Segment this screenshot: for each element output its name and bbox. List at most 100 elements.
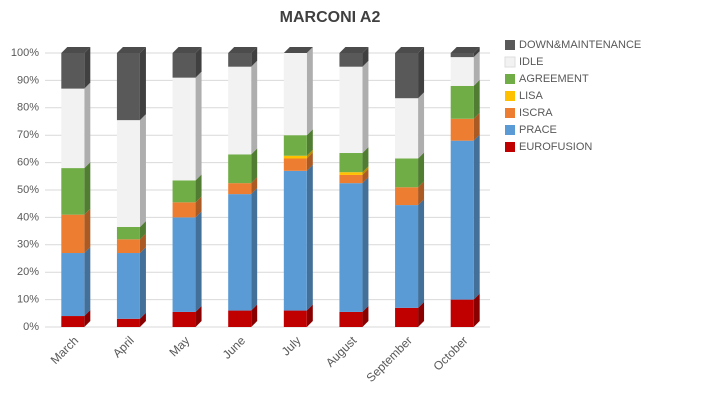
x-tick-label: March bbox=[48, 333, 81, 366]
bar-side bbox=[195, 174, 202, 203]
legend-swatch bbox=[505, 108, 515, 118]
bar-side bbox=[418, 199, 425, 308]
bar bbox=[228, 310, 252, 327]
bar bbox=[450, 118, 474, 141]
bar bbox=[116, 53, 140, 121]
y-tick-label: 80% bbox=[17, 102, 39, 114]
y-tick-label: 90% bbox=[17, 74, 39, 86]
bar bbox=[283, 155, 307, 159]
bar-top bbox=[61, 47, 91, 53]
bar bbox=[61, 53, 85, 89]
bar-side bbox=[139, 114, 146, 227]
x-tick-label: April bbox=[110, 333, 137, 360]
bar-side bbox=[418, 92, 425, 159]
bar-side bbox=[306, 152, 313, 171]
bar bbox=[395, 158, 419, 188]
legend-label: ISCRA bbox=[519, 107, 553, 119]
bar-side bbox=[418, 152, 425, 188]
legend-swatch bbox=[505, 74, 515, 84]
x-tick-label: August bbox=[323, 333, 360, 370]
bar bbox=[172, 311, 196, 327]
bar-side bbox=[473, 51, 480, 86]
bar-side bbox=[139, 247, 146, 319]
legend-label: PRACE bbox=[519, 124, 557, 136]
bar bbox=[61, 168, 85, 215]
legend-swatch bbox=[504, 56, 516, 68]
bar bbox=[172, 180, 196, 203]
bar-side bbox=[362, 147, 369, 173]
bar bbox=[339, 153, 363, 173]
bar-top bbox=[116, 47, 146, 53]
bar-side bbox=[195, 196, 202, 218]
bar bbox=[339, 66, 363, 154]
chart-title: MARCONI A2 bbox=[280, 9, 381, 26]
bar-side bbox=[251, 188, 258, 311]
legend-label: LISA bbox=[519, 90, 544, 102]
y-tick-label: 70% bbox=[17, 129, 39, 141]
bar-side bbox=[195, 71, 202, 181]
bar bbox=[339, 183, 363, 312]
bar bbox=[116, 253, 140, 319]
bar-side bbox=[195, 305, 202, 327]
bar-side bbox=[251, 47, 258, 67]
bar bbox=[172, 217, 196, 312]
bar-top bbox=[228, 47, 258, 53]
bar-side bbox=[306, 164, 313, 311]
bar-side bbox=[195, 211, 202, 312]
bar bbox=[116, 239, 140, 254]
bar-side bbox=[362, 177, 369, 312]
bar bbox=[339, 172, 363, 175]
bar bbox=[283, 158, 307, 171]
legend-label: DOWN&MAINTENANCE bbox=[519, 39, 641, 51]
bar bbox=[172, 77, 196, 181]
bar-side bbox=[473, 134, 480, 300]
bar-side bbox=[306, 149, 313, 159]
bar bbox=[61, 214, 85, 254]
bar bbox=[116, 226, 140, 240]
bar-side bbox=[362, 168, 369, 184]
bar bbox=[450, 85, 474, 119]
bar bbox=[450, 140, 474, 300]
y-tick-label: 20% bbox=[17, 266, 39, 278]
bar-side bbox=[473, 47, 480, 58]
bar-side bbox=[473, 112, 480, 141]
legend-swatch bbox=[505, 40, 515, 50]
bar-side bbox=[139, 47, 146, 121]
bar-side bbox=[84, 247, 91, 317]
bar bbox=[339, 311, 363, 327]
bar-side bbox=[418, 181, 425, 206]
bar-side bbox=[139, 233, 146, 254]
bar bbox=[450, 53, 474, 58]
legend-label: EUROFUSION bbox=[519, 141, 592, 153]
bar bbox=[283, 53, 307, 136]
x-tick-label: July bbox=[279, 333, 304, 358]
bar bbox=[228, 66, 252, 155]
bar bbox=[61, 316, 85, 327]
bar bbox=[228, 194, 252, 311]
bar-side bbox=[84, 310, 91, 327]
bar-side bbox=[139, 220, 146, 240]
bar-side bbox=[306, 129, 313, 156]
x-tick-label: May bbox=[166, 333, 192, 359]
bar-side bbox=[362, 60, 369, 154]
bar bbox=[395, 205, 419, 308]
bar-side bbox=[251, 304, 258, 327]
bar-top bbox=[283, 47, 313, 53]
bar-side bbox=[195, 47, 202, 78]
bar-side bbox=[84, 162, 91, 215]
legend-label: IDLE bbox=[519, 56, 543, 68]
bar-side bbox=[418, 301, 425, 327]
bar-top bbox=[339, 47, 369, 53]
x-tick-label: October bbox=[430, 333, 470, 373]
bar bbox=[395, 307, 419, 327]
bar bbox=[339, 53, 363, 67]
legend-swatch bbox=[505, 91, 515, 101]
bar bbox=[283, 310, 307, 327]
bar-side bbox=[362, 305, 369, 327]
y-tick-label: 10% bbox=[17, 294, 39, 306]
bar-side bbox=[418, 47, 425, 99]
bar bbox=[450, 57, 474, 86]
y-tick-label: 60% bbox=[17, 157, 39, 169]
bar-side bbox=[84, 82, 91, 169]
